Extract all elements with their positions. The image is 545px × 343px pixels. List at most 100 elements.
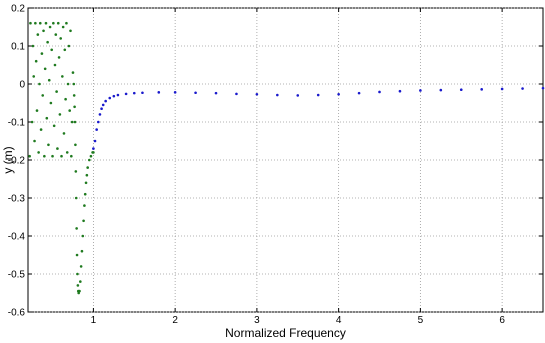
x-tick-label: 6 (499, 315, 505, 326)
y-tick-label: 0 (19, 80, 25, 91)
x-tick-label: 4 (336, 315, 342, 326)
data-point (72, 82, 76, 86)
data-point (57, 56, 61, 59)
data-point (76, 284, 80, 287)
data-point (337, 92, 340, 96)
data-point (95, 128, 98, 131)
data-point (173, 91, 177, 94)
data-point (73, 120, 77, 124)
data-point (54, 33, 58, 36)
data-point (101, 103, 105, 107)
y-tick-label: -0.6 (8, 308, 26, 319)
data-point (70, 120, 74, 124)
data-point (398, 89, 402, 93)
data-point (378, 90, 381, 94)
gridlines (28, 7, 543, 313)
data-point (79, 265, 83, 268)
data-point (36, 33, 40, 36)
data-point (47, 78, 51, 82)
data-point (43, 67, 47, 71)
data-point (89, 154, 93, 158)
data-point (98, 113, 102, 116)
data-point (86, 166, 89, 169)
data-point (100, 107, 103, 110)
data-point (65, 21, 68, 25)
data-point (51, 154, 54, 158)
data-point (74, 196, 78, 200)
data-point (52, 124, 56, 128)
data-point (43, 154, 46, 158)
data-point (66, 82, 70, 86)
data-point (37, 151, 40, 154)
data-point (31, 44, 35, 48)
data-point (61, 75, 64, 78)
data-point (419, 89, 422, 92)
data-point (83, 204, 86, 207)
data-point (28, 154, 31, 158)
data-point (75, 227, 78, 230)
data-point (88, 158, 91, 162)
x-tick-label: 3 (254, 315, 260, 326)
data-point (38, 82, 41, 86)
data-point (80, 249, 84, 253)
data-point (157, 91, 161, 94)
data-point (112, 94, 116, 98)
data-point (73, 105, 76, 109)
data-point (38, 21, 42, 25)
data-point (81, 234, 85, 238)
y-tick-label: 0.2 (11, 4, 25, 15)
data-point (55, 90, 58, 93)
data-point (48, 25, 52, 29)
data-point (316, 93, 320, 97)
data-point (214, 91, 218, 95)
data-point (32, 75, 36, 78)
y-tick-label: -0.4 (8, 232, 26, 243)
data-point (84, 181, 88, 185)
data-point (97, 120, 100, 124)
data-point (357, 91, 361, 95)
y-tick-label: -0.2 (8, 156, 26, 167)
data-point (62, 132, 66, 135)
data-point (124, 92, 128, 96)
y-tick-label: -0.1 (8, 118, 26, 129)
data-point (68, 109, 71, 112)
data-point (64, 97, 67, 101)
data-point (61, 25, 65, 29)
data-point (39, 128, 43, 131)
x-tick-label: 1 (91, 315, 97, 326)
data-point (63, 48, 67, 52)
data-point (235, 92, 238, 96)
data-point (72, 94, 76, 97)
data-point (59, 37, 62, 40)
data-point (75, 253, 79, 257)
series-1 (28, 21, 95, 295)
data-point (85, 173, 89, 177)
data-point (439, 88, 443, 92)
data-point (56, 21, 60, 25)
data-point (70, 154, 73, 158)
x-axis-title: Normalized Frequency (225, 326, 346, 340)
plot-area (27, 7, 544, 313)
data-point (78, 289, 81, 293)
x-tick-label: 2 (172, 315, 178, 326)
tick-labels: 1 2 3 4 5 6 0.2 0.1 0 -0.1 -0.2 -0.3 -0.4 -0.5 -0.6 (8, 4, 543, 326)
data-point (49, 101, 53, 105)
data-point (116, 93, 120, 97)
x-tick-label: 5 (418, 315, 424, 326)
data-point (46, 40, 49, 44)
data-series (28, 21, 545, 295)
data-point (459, 88, 463, 91)
data-point (50, 48, 54, 52)
data-point (65, 151, 69, 154)
data-point (500, 87, 504, 91)
data-point (194, 91, 197, 95)
data-point (79, 280, 82, 283)
data-point (480, 88, 483, 91)
data-point (41, 94, 45, 97)
data-point (541, 86, 545, 90)
data-point (29, 21, 32, 25)
data-point (93, 139, 97, 143)
data-point (521, 87, 524, 90)
data-point (69, 29, 72, 33)
